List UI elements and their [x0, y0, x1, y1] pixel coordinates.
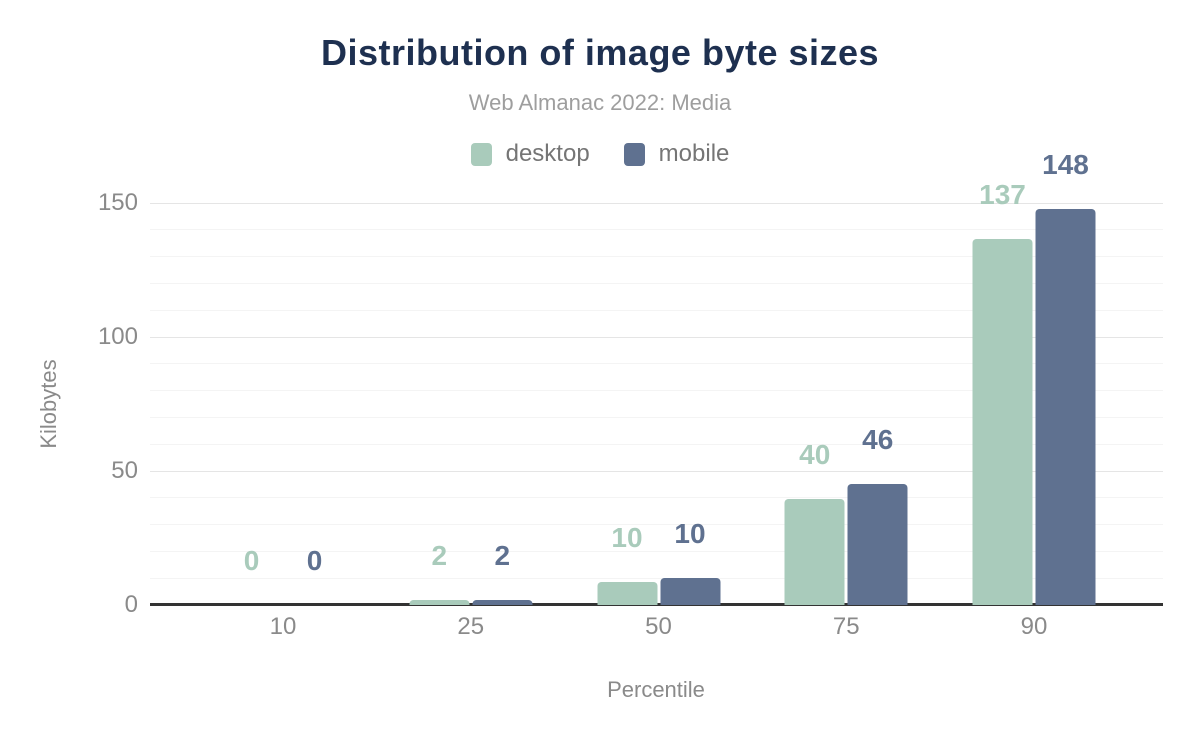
bar-group-p90: 137 148	[972, 150, 1096, 605]
minor-gridline-10	[150, 577, 1163, 579]
bar-value-desktop-p75: 40	[799, 439, 831, 471]
bar-col-mobile-p10: 0	[285, 203, 345, 605]
minor-gridline-20	[150, 550, 1163, 552]
bar-value-mobile-p90: 148	[1042, 148, 1089, 180]
bar-value-mobile-p50: 10	[674, 517, 706, 549]
minor-gridline-80	[150, 390, 1163, 392]
y-tick-50: 50	[111, 457, 138, 484]
legend-label-desktop: desktop	[505, 140, 590, 167]
minor-gridline-40	[150, 497, 1163, 499]
bar-value-desktop-p10: 0	[243, 545, 260, 576]
bar-col-desktop-p10: 0	[222, 203, 282, 605]
minor-gridline-90	[150, 363, 1163, 365]
bar-mobile-p50	[660, 577, 720, 605]
bar-desktop-p25	[409, 600, 470, 605]
bar-mobile-p25	[472, 600, 533, 605]
chart-subtitle: Web Almanac 2022: Media	[468, 90, 732, 115]
minor-gridline-70	[150, 416, 1163, 418]
bar-col-desktop-p75: 40	[784, 203, 845, 605]
bar-desktop-p90	[972, 239, 1033, 605]
x-tick-10: 10	[269, 613, 297, 640]
bar-col-mobile-p75: 46	[847, 203, 908, 605]
y-tick-150: 150	[97, 189, 138, 216]
bar-mobile-p90	[1035, 208, 1096, 605]
bar-col-desktop-p90: 137	[972, 181, 1033, 605]
bar-col-mobile-p50: 10	[660, 203, 720, 605]
bar-desktop-p50	[597, 581, 657, 605]
legend-item-desktop: desktop	[470, 140, 590, 168]
major-gridline-150	[150, 202, 1163, 204]
bar-value-mobile-p10: 0	[306, 545, 323, 576]
y-tick-100: 100	[97, 323, 138, 350]
minor-gridline-140	[150, 229, 1163, 231]
bar-value-desktop-p90: 137	[979, 179, 1026, 211]
bar-value-desktop-p25: 2	[431, 540, 448, 572]
legend-swatch-desktop	[470, 142, 492, 166]
legend-label-mobile: mobile	[658, 140, 730, 167]
chart-title: Distribution of image byte sizes	[320, 32, 880, 73]
bar-col-mobile-p90: 148	[1035, 150, 1096, 605]
major-gridline-50	[150, 470, 1163, 472]
bar-value-mobile-p75: 46	[862, 423, 894, 455]
bar-desktop-p75	[784, 499, 845, 605]
minor-gridline-60	[150, 443, 1163, 445]
x-tick-50: 50	[645, 613, 672, 640]
major-gridline-100	[150, 336, 1163, 338]
bar-mobile-p75	[847, 483, 908, 605]
bar-value-mobile-p25: 2	[494, 540, 511, 572]
bar-group-p75: 40 46	[784, 203, 908, 605]
minor-gridline-30	[150, 524, 1163, 526]
bar-group-p50: 10 10	[597, 203, 720, 605]
legend: desktop mobile	[0, 140, 1200, 168]
plot-area: 0 0 2 2 10 10 40 46 137 148	[150, 150, 1163, 606]
x-tick-90: 90	[1020, 613, 1048, 640]
x-tick-25: 25	[457, 613, 485, 640]
legend-swatch-mobile	[623, 142, 645, 166]
minor-gridline-110	[150, 309, 1163, 311]
y-axis-title: Kilobytes	[36, 359, 61, 449]
bar-value-desktop-p50: 10	[611, 521, 643, 553]
legend-item-mobile: mobile	[623, 140, 730, 168]
x-tick-75: 75	[832, 613, 860, 640]
bar-col-desktop-p25: 2	[409, 203, 470, 605]
minor-gridline-120	[150, 282, 1163, 284]
y-tick-0: 0	[124, 591, 138, 618]
bar-col-mobile-p25: 2	[472, 203, 533, 605]
bar-col-desktop-p50: 10	[597, 203, 657, 605]
x-axis-title: Percentile	[607, 677, 705, 702]
minor-gridline-130	[150, 256, 1163, 258]
